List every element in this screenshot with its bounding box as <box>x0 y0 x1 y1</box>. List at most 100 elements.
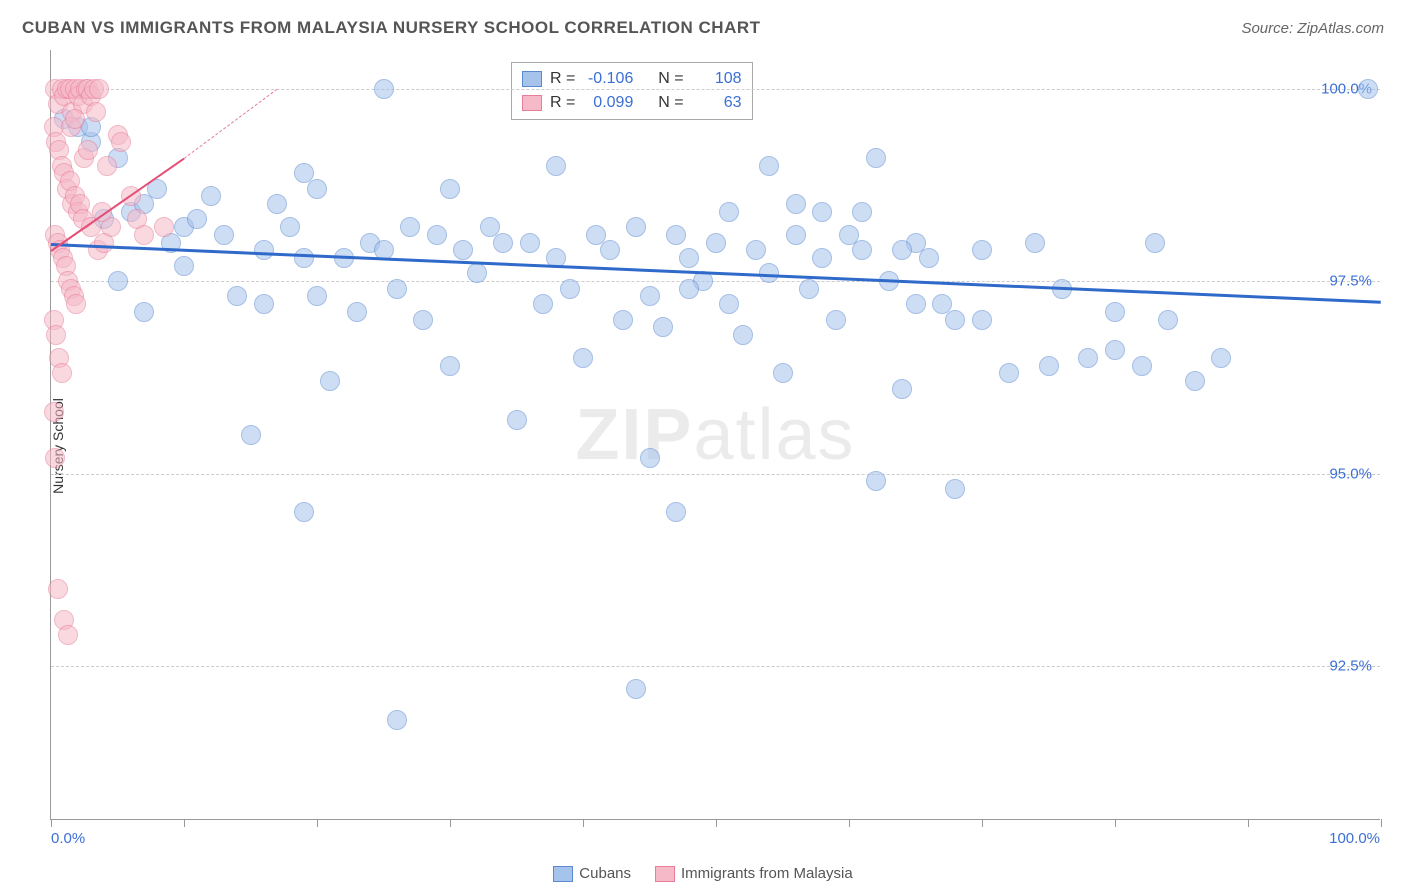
data-point <box>719 202 739 222</box>
data-point <box>1132 356 1152 376</box>
x-tick <box>1248 819 1249 827</box>
data-point <box>560 279 580 299</box>
data-point <box>134 302 154 322</box>
data-point <box>679 279 699 299</box>
data-point <box>108 271 128 291</box>
data-point <box>866 148 886 168</box>
y-tick-label: 95.0% <box>1329 465 1372 482</box>
x-tick <box>317 819 318 827</box>
data-point <box>773 363 793 383</box>
legend-label: Immigrants from Malaysia <box>681 865 853 882</box>
legend-swatch <box>522 71 542 87</box>
data-point <box>626 679 646 699</box>
data-point <box>400 217 420 237</box>
data-point <box>294 248 314 268</box>
legend-row: R =-0.106 N =108 <box>522 67 742 91</box>
series-legend-item: Cubans <box>553 865 631 882</box>
data-point <box>201 186 221 206</box>
legend-row: R =0.099 N =63 <box>522 91 742 115</box>
data-point <box>1078 348 1098 368</box>
data-point <box>626 217 646 237</box>
source-attribution: Source: ZipAtlas.com <box>1241 20 1384 37</box>
data-point <box>679 248 699 268</box>
x-tick <box>1381 819 1382 827</box>
data-point <box>97 156 117 176</box>
data-point <box>972 240 992 260</box>
legend-swatch <box>553 866 573 882</box>
data-point <box>533 294 553 314</box>
watermark: ZIPatlas <box>575 394 855 476</box>
x-tick <box>982 819 983 827</box>
data-point <box>154 217 174 237</box>
data-point <box>520 233 540 253</box>
data-point <box>507 410 527 430</box>
data-point <box>852 202 872 222</box>
data-point <box>134 225 154 245</box>
data-point <box>919 248 939 268</box>
data-point <box>852 240 872 260</box>
data-point <box>613 310 633 330</box>
data-point <box>427 225 447 245</box>
data-point <box>1145 233 1165 253</box>
data-point <box>640 448 660 468</box>
data-point <box>387 279 407 299</box>
x-tick <box>450 819 451 827</box>
y-tick-label: 92.5% <box>1329 658 1372 675</box>
data-point <box>254 240 274 260</box>
data-point <box>826 310 846 330</box>
data-point <box>719 294 739 314</box>
data-point <box>453 240 473 260</box>
data-point <box>374 79 394 99</box>
data-point <box>600 240 620 260</box>
data-point <box>440 179 460 199</box>
data-point <box>294 502 314 522</box>
data-point <box>1358 79 1378 99</box>
x-axis-min-label: 0.0% <box>51 830 85 847</box>
data-point <box>413 310 433 330</box>
data-point <box>307 179 327 199</box>
data-point <box>78 140 98 160</box>
data-point <box>653 317 673 337</box>
data-point <box>227 286 247 306</box>
data-point <box>94 233 114 253</box>
data-point <box>866 471 886 491</box>
data-point <box>1185 371 1205 391</box>
data-point <box>812 202 832 222</box>
legend-swatch <box>522 95 542 111</box>
data-point <box>174 256 194 276</box>
x-axis-max-label: 100.0% <box>1329 830 1380 847</box>
series-legend-item: Immigrants from Malaysia <box>655 865 853 882</box>
data-point <box>666 502 686 522</box>
data-point <box>52 363 72 383</box>
data-point <box>1105 302 1125 322</box>
data-point <box>86 102 106 122</box>
data-point <box>267 194 287 214</box>
data-point <box>307 286 327 306</box>
x-tick <box>184 819 185 827</box>
data-point <box>972 310 992 330</box>
correlation-legend: R =-0.106 N =108R =0.099 N =63 <box>511 62 753 120</box>
scatter-chart: ZIPatlas R =-0.106 N =108R =0.099 N =63 … <box>50 50 1380 820</box>
legend-swatch <box>655 866 675 882</box>
data-point <box>241 425 261 445</box>
data-point <box>666 225 686 245</box>
data-point <box>44 402 64 422</box>
data-point <box>906 294 926 314</box>
data-point <box>111 132 131 152</box>
data-point <box>48 579 68 599</box>
data-point <box>892 240 912 260</box>
data-point <box>759 156 779 176</box>
data-point <box>799 279 819 299</box>
data-point <box>1105 340 1125 360</box>
data-point <box>187 209 207 229</box>
x-tick <box>1115 819 1116 827</box>
data-point <box>467 263 487 283</box>
gridline <box>51 89 1380 90</box>
gridline <box>51 666 1380 667</box>
data-point <box>573 348 593 368</box>
data-point <box>254 294 274 314</box>
data-point <box>786 194 806 214</box>
x-tick <box>51 819 52 827</box>
data-point <box>280 217 300 237</box>
x-tick <box>583 819 584 827</box>
